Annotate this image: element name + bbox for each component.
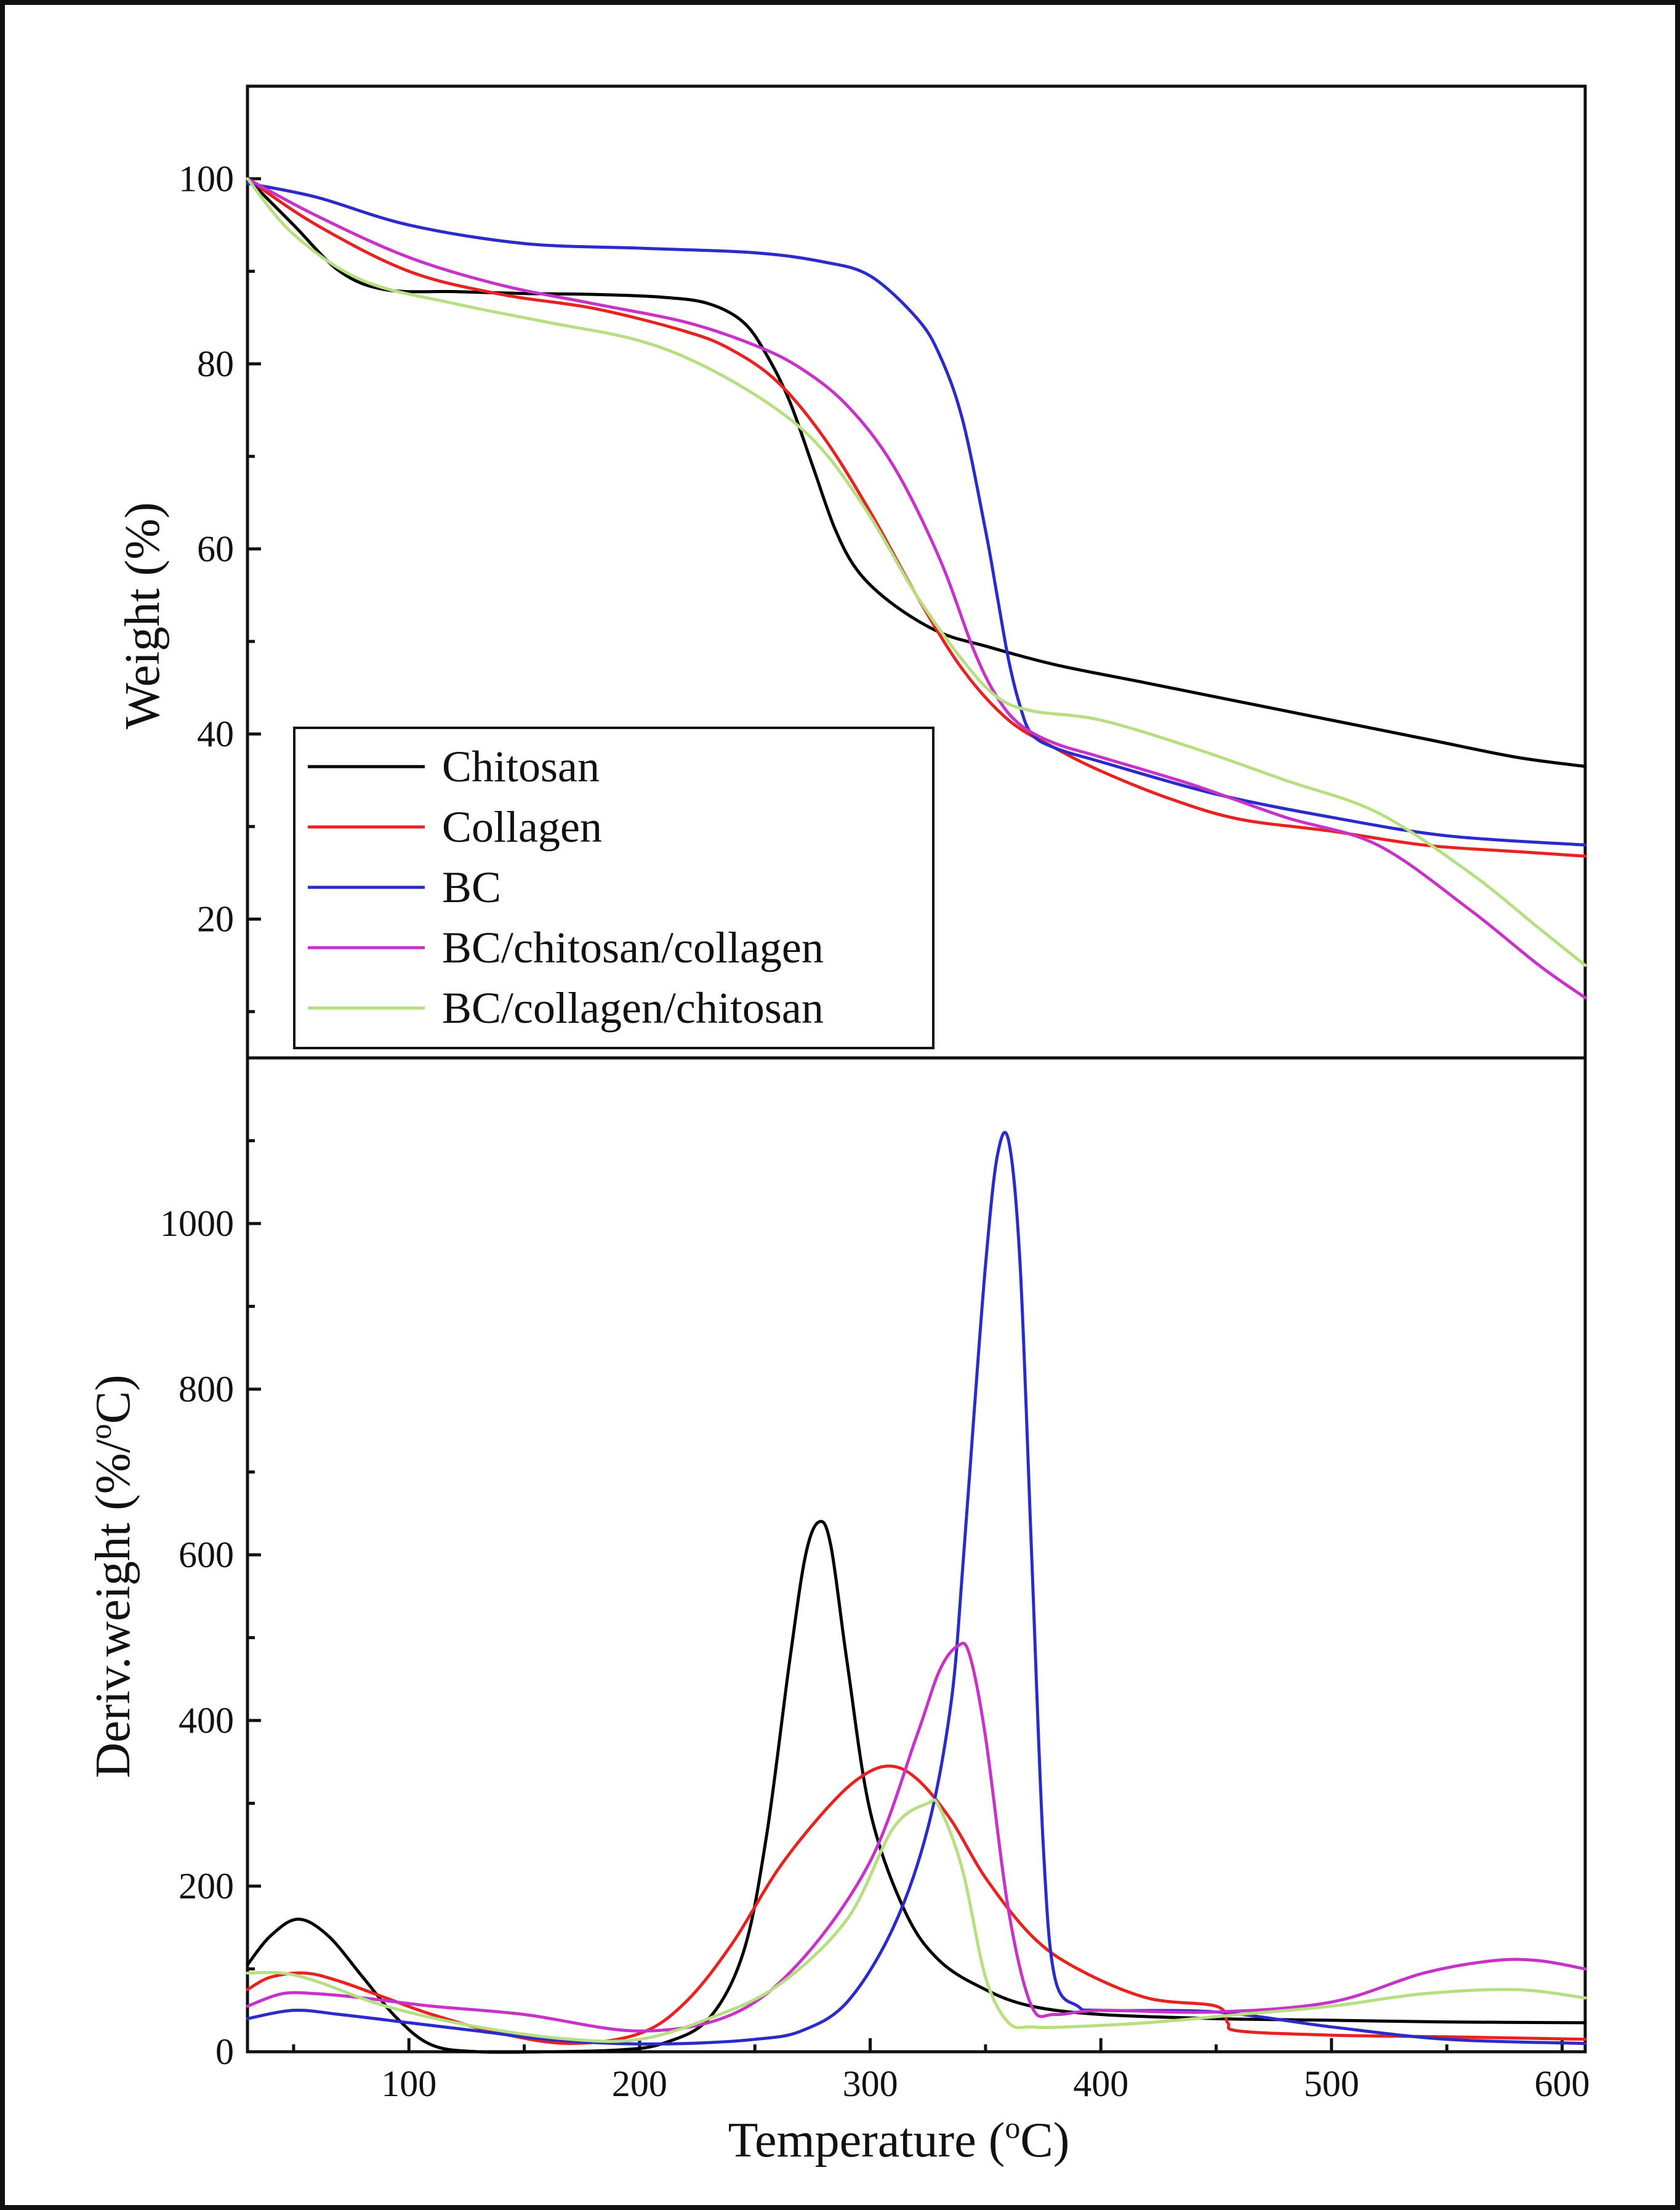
tga-y-tick-label-100: 100: [179, 158, 234, 199]
dtg-y-tick-label-200: 200: [179, 1866, 234, 1906]
tga-series-chitosan: [246, 177, 1587, 768]
tga-y-tick-label-80: 80: [197, 344, 234, 384]
tga-y-tick-label-40: 40: [197, 714, 234, 754]
dtg-x-tick-label-200: 200: [612, 2063, 667, 2104]
x-axis-title-tail: C): [1020, 2113, 1069, 2168]
tga-panel: 20 40 60 80 100 Weight (%) Chitosan Collagen B…: [116, 84, 1587, 1060]
dtg-y-ticks: 0 200 400 600 800 1000: [160, 1139, 261, 2072]
tga-series-bc-chitosan-collagen: [246, 177, 1587, 999]
dtg-x-tick-label-100: 100: [381, 2063, 436, 2104]
dtg-series-bc: [246, 1131, 1587, 2046]
tga-y-tick-label-20: 20: [197, 899, 234, 940]
tga-series-bc-collagen-chitosan: [246, 177, 1587, 967]
dtg-plot-area-frame: [246, 1056, 1587, 2054]
dtg-y-tick-label-0: 0: [215, 2031, 234, 2072]
dtg-y-axis-title: Deriv.weight (%/oC): [83, 1374, 140, 1778]
dtg-x-tick-label-600: 600: [1535, 2063, 1590, 2104]
dtg-series-chitosan: [246, 1520, 1587, 2054]
dtg-series-bc-chitosan-collagen: [246, 1642, 1587, 2033]
dtg-y-axis-title-degree: o: [83, 1424, 118, 1439]
dtg-x-tick-label-300: 300: [843, 2063, 898, 2104]
legend-label-collagen: Collagen: [442, 802, 602, 852]
legend: Chitosan Collagen BC BC/chitosan/collagen BC…: [293, 727, 934, 1049]
tga-curves: [246, 177, 1587, 999]
x-axis-title-degree: o: [1005, 2110, 1020, 2145]
dtg-y-axis-title-tail: C): [86, 1374, 140, 1424]
tga-y-axis-title: Weight (%): [116, 502, 170, 730]
legend-label-chitosan: Chitosan: [442, 742, 600, 791]
dtg-y-tick-label-1000: 1000: [160, 1203, 234, 1244]
dtg-y-tick-label-600: 600: [179, 1534, 234, 1575]
legend-items: Chitosan Collagen BC BC/chitosan/collagen BC…: [308, 742, 824, 1033]
dtg-x-ticks: 100 200 300 400 500 600: [292, 2038, 1590, 2104]
legend-label-bc-chitosan-collagen: BC/chitosan/collagen: [442, 923, 824, 972]
dtg-x-tick-label-500: 500: [1304, 2063, 1359, 2104]
legend-label-bc: BC: [442, 863, 501, 912]
tga-y-tick-label-60: 60: [197, 528, 234, 569]
dtg-curves: [246, 1131, 1587, 2054]
dtg-y-tick-label-400: 400: [179, 1700, 234, 1741]
dtg-y-tick-label-800: 800: [179, 1369, 234, 1409]
dtg-panel: 0 200 400 600 800 1000 100 200 300 400 500 600 Der…: [83, 1056, 1590, 2168]
dtg-series-collagen: [246, 1764, 1587, 2046]
dtg-y-axis-title-base: Deriv.weight (%/: [86, 1439, 140, 1778]
x-axis-title: Temperature (oC): [728, 2110, 1070, 2168]
dtg-series-bc-collagen-chitosan: [246, 1798, 1587, 2043]
x-axis-title-base: Temperature (: [728, 2113, 1005, 2168]
dtg-x-tick-label-400: 400: [1073, 2063, 1128, 2104]
legend-label-bc-collagen-chitosan: BC/collagen/chitosan: [442, 983, 824, 1033]
